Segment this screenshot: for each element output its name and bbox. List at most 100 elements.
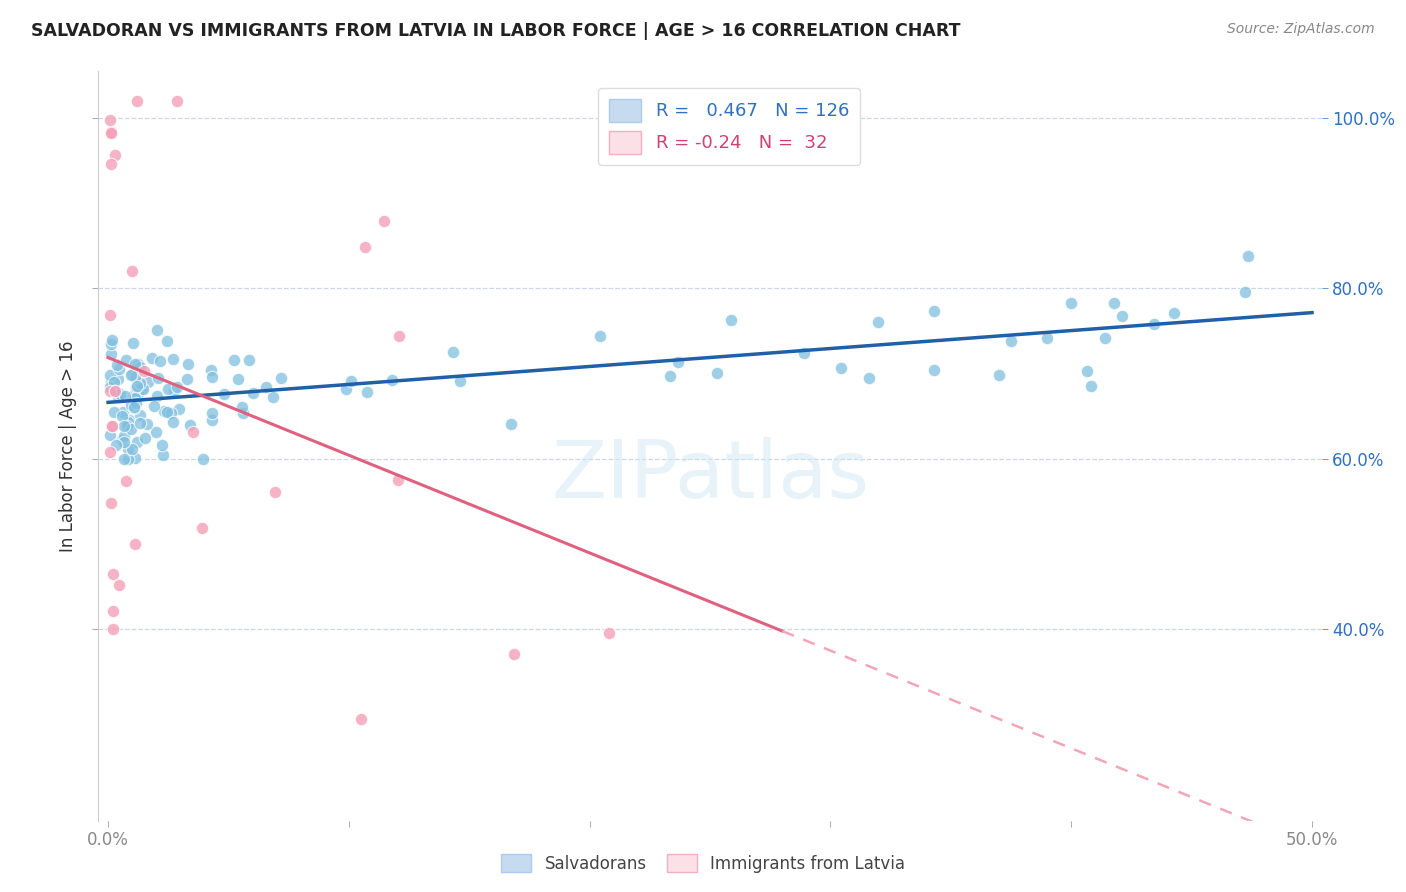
Point (100, 428, 122, 442)
Point (350, 712, 373, 726)
Point (104, 437, 127, 451)
Point (124, 370, 146, 384)
Point (127, 357, 149, 371)
Point (254, 380, 277, 394)
Point (127, 434, 149, 449)
Point (924, 363, 946, 377)
Point (156, 405, 179, 419)
Point (100, 347, 122, 361)
Point (179, 417, 201, 432)
Point (160, 406, 183, 420)
Point (502, 647, 524, 661)
Point (167, 402, 190, 417)
Point (1060, 295, 1083, 310)
Point (107, 390, 129, 404)
Point (103, 405, 125, 419)
Y-axis label: In Labor Force | Age > 16: In Labor Force | Age > 16 (59, 340, 77, 552)
Point (111, 409, 134, 424)
Point (183, 425, 205, 439)
Point (499, 417, 522, 431)
Point (706, 366, 728, 380)
Point (201, 413, 224, 427)
Point (201, 370, 224, 384)
Point (122, 336, 145, 351)
Point (100, 368, 122, 383)
Point (163, 384, 186, 398)
Point (150, 438, 173, 452)
Point (134, 431, 156, 445)
Point (232, 406, 254, 420)
Point (1076, 364, 1098, 378)
Point (125, 94, 148, 108)
Point (146, 389, 169, 403)
Point (335, 383, 357, 397)
Point (121, 368, 143, 382)
Point (1000, 334, 1022, 348)
Point (103, 604, 125, 618)
Point (157, 383, 180, 397)
Point (387, 474, 409, 488)
Point (356, 385, 378, 400)
Point (100, 308, 122, 322)
Point (156, 334, 179, 348)
Point (122, 401, 145, 415)
Point (200, 363, 222, 377)
Point (354, 240, 377, 254)
Point (922, 304, 945, 318)
Point (720, 312, 742, 326)
Point (152, 448, 174, 462)
Point (146, 371, 169, 385)
Point (177, 357, 200, 371)
Point (112, 418, 135, 433)
Point (134, 364, 156, 378)
Point (129, 409, 152, 423)
Point (1163, 306, 1185, 320)
Point (112, 435, 135, 450)
Point (598, 626, 620, 640)
Point (166, 95, 188, 109)
Point (145, 323, 167, 337)
Point (149, 354, 172, 368)
Text: ZIPatlas: ZIPatlas (551, 437, 869, 515)
Point (166, 379, 188, 393)
Point (103, 384, 125, 398)
Point (449, 374, 471, 388)
Point (262, 390, 284, 404)
Point (231, 401, 253, 415)
Point (124, 450, 146, 465)
Point (117, 451, 139, 466)
Point (201, 406, 224, 420)
Point (125, 379, 148, 393)
Point (100, 113, 122, 128)
Point (100, 445, 122, 459)
Point (117, 415, 139, 429)
Point (176, 372, 198, 386)
Point (127, 385, 149, 400)
Point (101, 419, 124, 434)
Point (340, 374, 363, 388)
Point (120, 398, 142, 412)
Point (101, 334, 124, 348)
Point (1142, 317, 1164, 331)
Point (388, 329, 411, 343)
Point (381, 373, 404, 387)
Point (270, 370, 292, 384)
Point (242, 385, 264, 400)
Point (101, 418, 124, 433)
Legend: Salvadorans, Immigrants from Latvia: Salvadorans, Immigrants from Latvia (495, 847, 911, 880)
Point (100, 376, 122, 390)
Point (162, 351, 184, 366)
Point (108, 361, 131, 376)
Point (441, 345, 464, 359)
Point (191, 521, 214, 535)
Point (658, 368, 681, 383)
Point (129, 376, 152, 390)
Point (1080, 379, 1102, 393)
Point (105, 358, 128, 372)
Point (100, 496, 122, 510)
Point (122, 387, 145, 401)
Point (125, 396, 148, 410)
Point (115, 419, 138, 434)
Point (141, 351, 163, 366)
Point (212, 387, 235, 401)
